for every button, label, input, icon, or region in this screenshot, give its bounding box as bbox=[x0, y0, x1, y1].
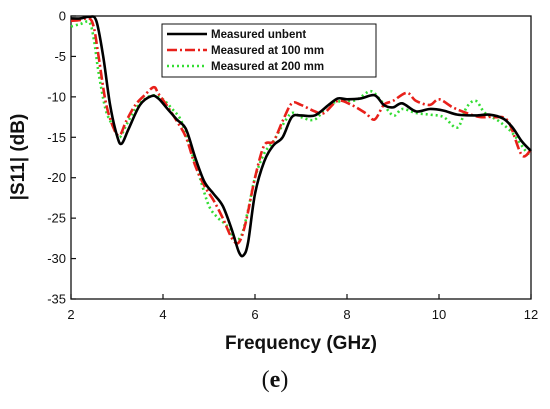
y-axis-ticks: 0 -5 -10 -15 -20 -25 -30 -35 bbox=[47, 9, 76, 307]
x-tick-label: 6 bbox=[251, 307, 258, 322]
series-line-100mm bbox=[70, 16, 532, 245]
panel-label-close: ) bbox=[280, 367, 289, 393]
y-tick-label: -35 bbox=[47, 292, 66, 307]
y-tick-label: -20 bbox=[47, 170, 66, 185]
y-tick-label: -30 bbox=[47, 251, 66, 266]
legend-label-unbent: Measured unbent bbox=[211, 29, 306, 41]
y-tick-label: -25 bbox=[47, 211, 66, 226]
series-layer bbox=[70, 15, 532, 258]
panel-label-open: ( bbox=[261, 367, 270, 393]
y-tick-label: -5 bbox=[54, 49, 66, 64]
x-axis-label: Frequency (GHz) bbox=[225, 333, 377, 354]
y-tick-label: -10 bbox=[47, 89, 66, 104]
x-tick-label: 2 bbox=[67, 307, 74, 322]
panel-label: (e) bbox=[0, 367, 550, 394]
x-axis-ticks: 2 4 6 8 10 12 bbox=[67, 294, 538, 322]
y-axis-label: |S11| (dB) bbox=[8, 114, 29, 201]
legend-label-100mm: Measured at 100 mm bbox=[211, 45, 324, 57]
y-tick-label: 0 bbox=[59, 9, 66, 24]
x-tick-label: 10 bbox=[432, 307, 446, 322]
x-tick-label: 8 bbox=[343, 307, 350, 322]
series-line-unbent bbox=[70, 15, 532, 258]
legend: Measured unbent Measured at 100 mm Measu… bbox=[161, 23, 377, 78]
x-tick-label: 4 bbox=[159, 307, 166, 322]
panel-label-letter: e bbox=[269, 367, 281, 393]
x-tick-label: 12 bbox=[524, 307, 538, 322]
plot-frame bbox=[70, 15, 532, 300]
y-tick-label: -15 bbox=[47, 130, 66, 145]
legend-label-200mm: Measured at 200 mm bbox=[211, 61, 324, 73]
